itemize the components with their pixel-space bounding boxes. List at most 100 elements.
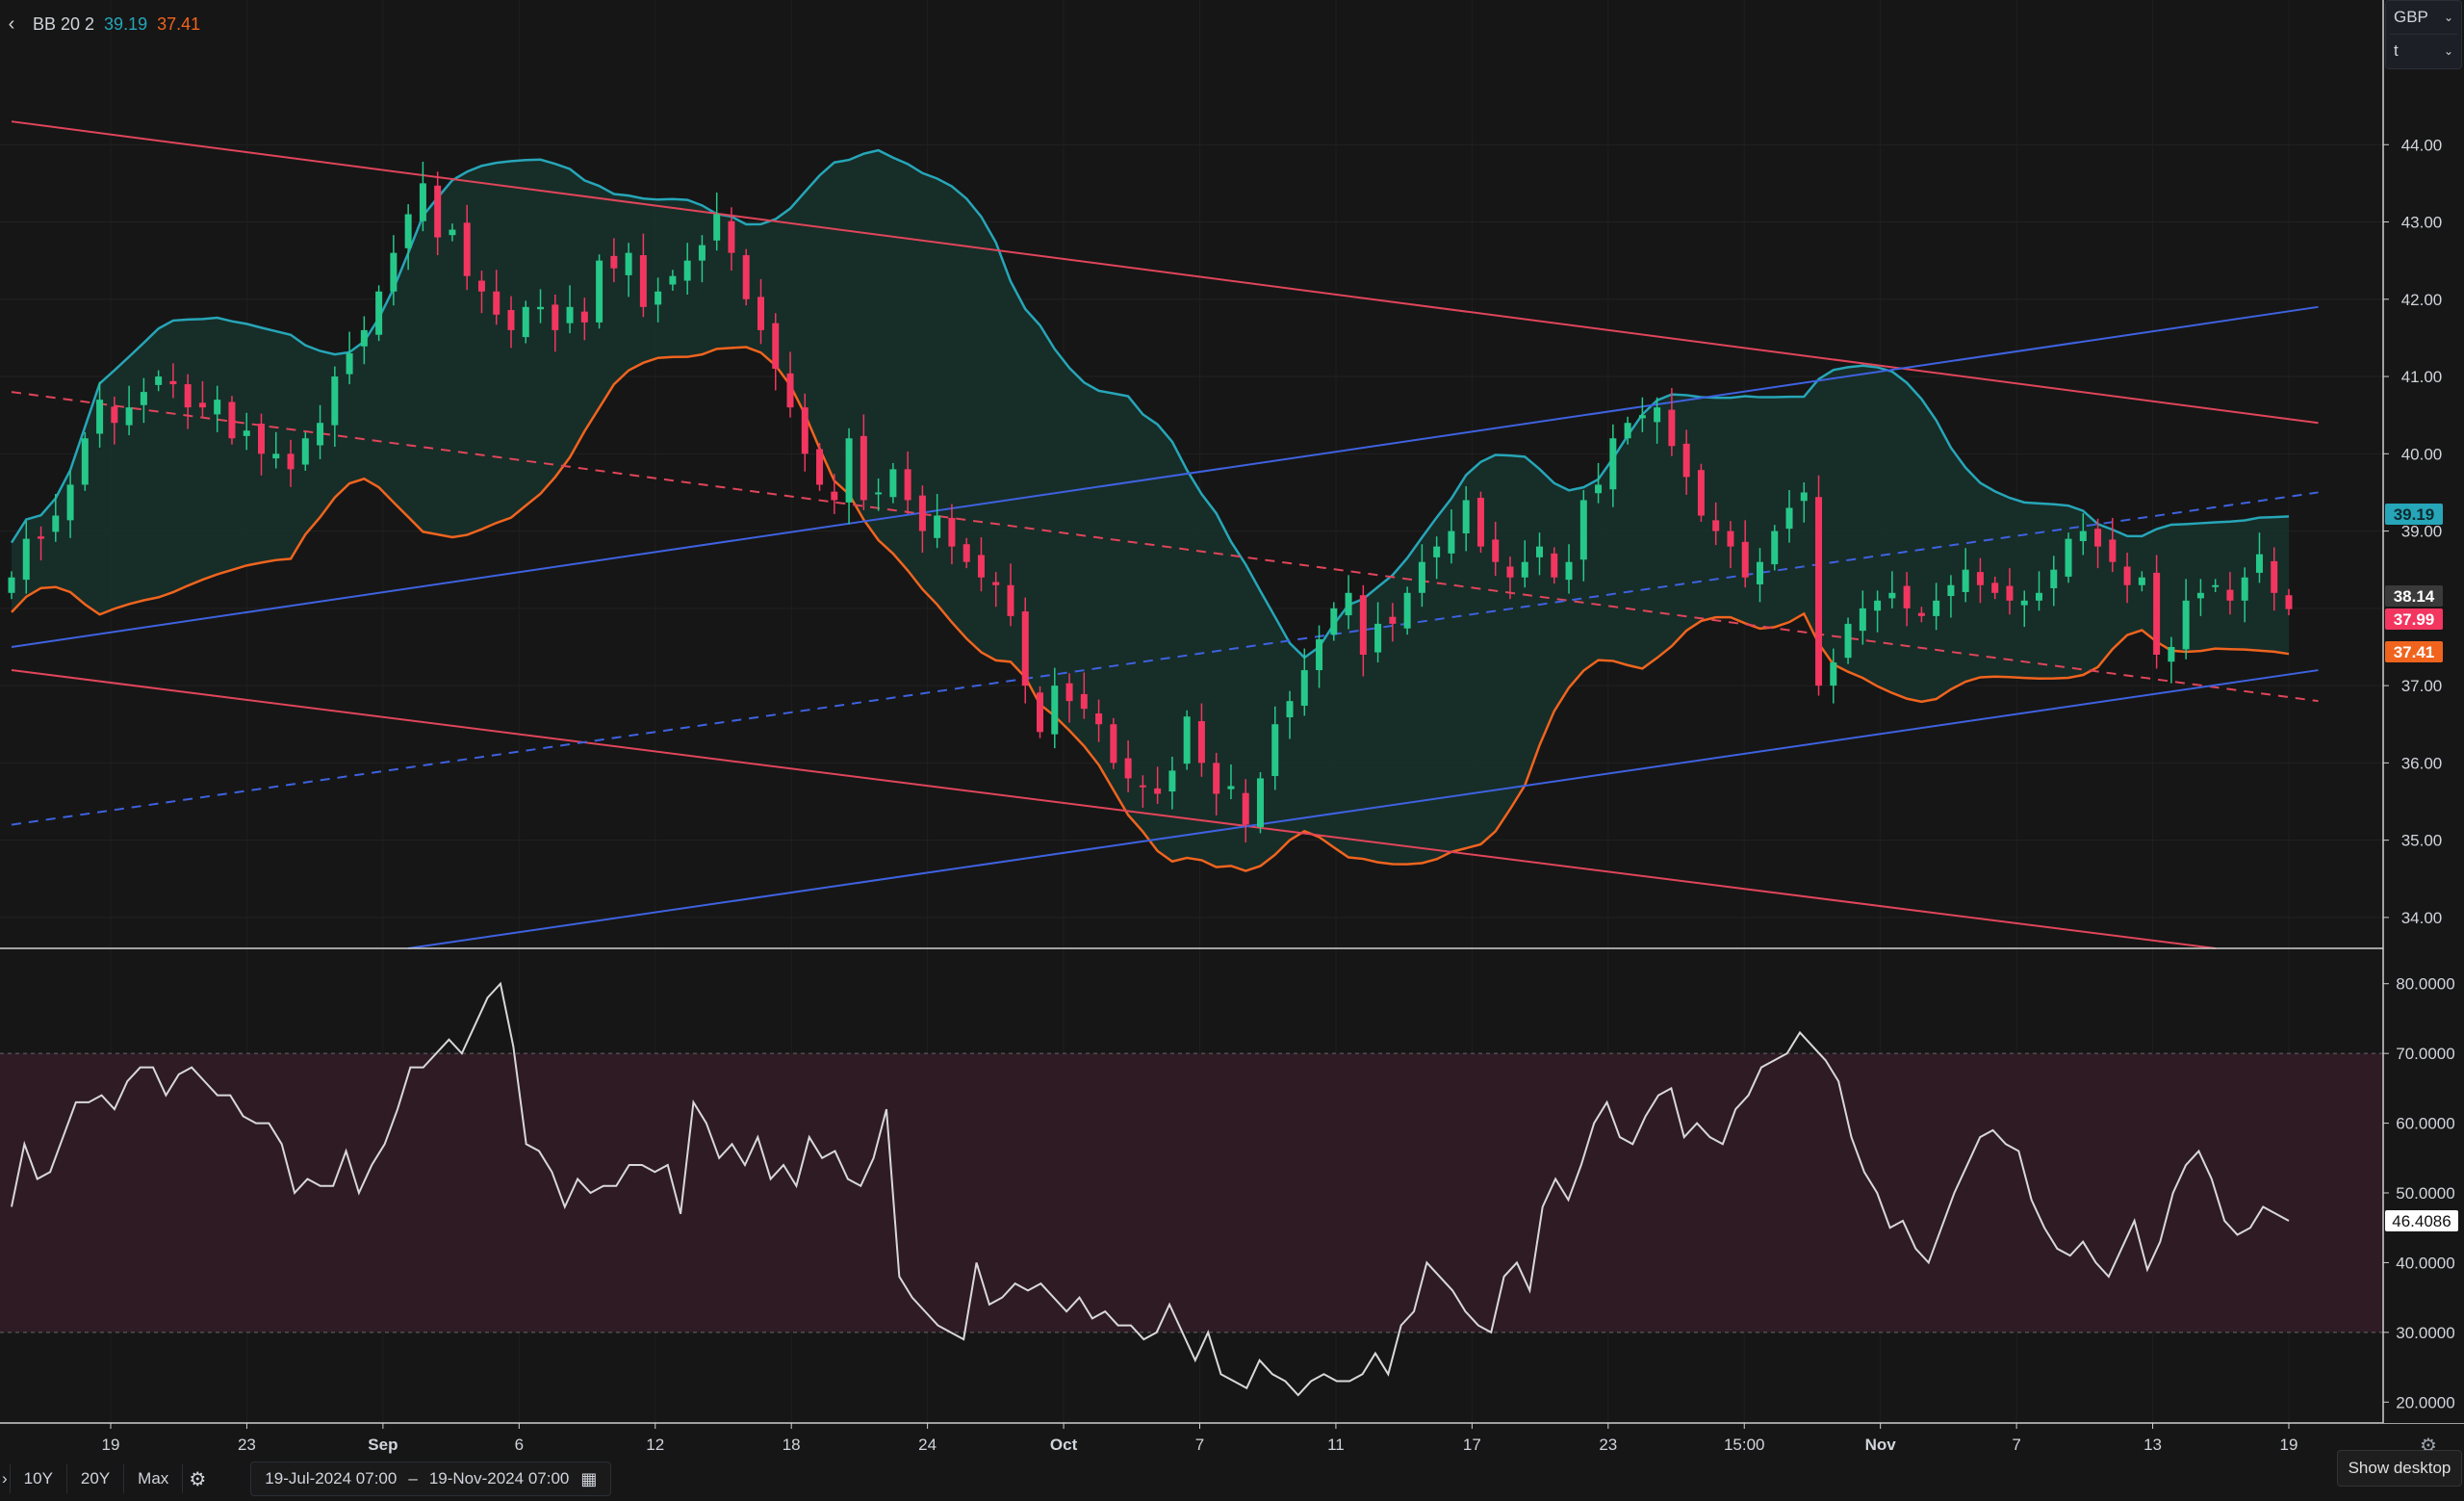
candle-up [683, 260, 691, 281]
bb-lower-value: 37.41 [157, 13, 201, 34]
price-label-text-last-close: 38.14 [2394, 587, 2435, 606]
settings-gear-icon[interactable]: ⚙ [189, 1468, 207, 1490]
rsi-tick-label: 50.0000 [2396, 1184, 2454, 1203]
candle-up [1859, 608, 1866, 632]
candle-up [317, 423, 324, 446]
calendar-icon[interactable]: ▦ [580, 1468, 598, 1488]
candle-up [81, 438, 89, 485]
price-label-last-price [2385, 608, 2443, 630]
candle-down [477, 280, 485, 292]
candle-up [1579, 500, 1587, 560]
candle-down [2271, 560, 2278, 593]
time-tick-label: 7 [1195, 1436, 1204, 1454]
candle-down [757, 297, 764, 330]
price-tick-label: 39.00 [2401, 523, 2443, 541]
candle-down [2123, 566, 2131, 585]
candle-down [1976, 572, 1984, 585]
range-button-partial[interactable]: › [0, 1464, 11, 1493]
unit-dropdown[interactable]: t ⌄ [2386, 35, 2461, 67]
price-label-text-bb-upper: 39.19 [2394, 505, 2435, 524]
candle-down [918, 495, 926, 531]
candle-up [2241, 577, 2248, 601]
chevron-down-icon: ⌄ [2443, 11, 2453, 24]
candle-up [1316, 638, 1323, 671]
price-label-last-close [2385, 585, 2443, 607]
rsi-tick-label: 40.0000 [2396, 1254, 2454, 1272]
candle-down [2226, 589, 2234, 601]
price-tick-label: 36.00 [2401, 754, 2443, 772]
candle-up [419, 183, 426, 221]
candle-down [992, 582, 1000, 585]
time-tick-label: 19 [102, 1436, 120, 1454]
currency-dropdown[interactable]: GBP ⌄ [2386, 1, 2461, 34]
candle-up [214, 400, 221, 415]
candle-up [390, 252, 398, 292]
candle-up [2212, 584, 2220, 587]
price-label-text-bb-lower: 37.41 [2394, 643, 2435, 661]
candle-up [22, 538, 30, 581]
candle-down [1139, 785, 1146, 788]
candle-up [2079, 531, 2087, 542]
candle-up [1874, 600, 1882, 611]
time-tick-label: 24 [918, 1436, 937, 1454]
rsi-tick-label: 60.0000 [2396, 1115, 2454, 1133]
price-tick-label: 41.00 [2401, 368, 2443, 386]
date-separator: – [408, 1469, 418, 1488]
candle-up [669, 275, 677, 285]
currency-selector[interactable]: GBP ⌄ t ⌄ [2385, 0, 2462, 69]
bb-indicator-name[interactable]: BB 20 2 [33, 13, 95, 34]
divider [2390, 34, 2457, 35]
candle-up [125, 407, 133, 426]
candle-up [8, 577, 15, 593]
candle-down [1476, 498, 1484, 547]
candle-down [2094, 529, 2102, 547]
candle-down [786, 373, 794, 408]
date-range-picker[interactable]: 19-Jul-2024 07:00 – 19-Nov-2024 07:00 ▦ [250, 1462, 612, 1496]
candle-down [580, 311, 588, 323]
candle-down [507, 310, 515, 330]
time-tick-label: 17 [1463, 1436, 1481, 1454]
range-button-10y[interactable]: 10Y [11, 1464, 67, 1493]
candle-up [1330, 608, 1338, 635]
range-button-max[interactable]: Max [124, 1464, 184, 1493]
candle-up [140, 392, 147, 405]
candle-down [1197, 721, 1205, 763]
candle-up [1565, 561, 1573, 581]
candle-down [1712, 520, 1720, 531]
candle-down [977, 555, 985, 578]
candle-up [713, 214, 721, 241]
candle-up [1462, 500, 1470, 533]
candle-down [1359, 595, 1367, 655]
bollinger-lower-line [11, 346, 2290, 872]
time-tick-label: 7 [2012, 1436, 2020, 1454]
candle-down [1492, 539, 1500, 562]
bollinger-band-fill [12, 150, 2289, 871]
chevron-down-icon: ⌄ [2443, 44, 2453, 58]
candle-up [2020, 600, 2028, 606]
candle-up [522, 306, 529, 338]
candle-down [962, 544, 970, 562]
candle-up [889, 469, 897, 498]
candle-up [845, 438, 853, 503]
candle-up [2065, 538, 2072, 577]
candle-up [1536, 546, 1544, 557]
channel-line-blue-solid [11, 305, 2319, 648]
candle-down [228, 401, 236, 439]
channel-line-red-dashed [11, 391, 2319, 703]
candle-down [493, 291, 500, 315]
candle-up [2050, 569, 2058, 588]
collapse-chevron-icon[interactable]: ‹ [8, 13, 15, 35]
candle-down [1110, 724, 1117, 763]
candle-down [1154, 788, 1162, 794]
candle-up [243, 430, 250, 436]
candle-down [772, 323, 780, 370]
bb-upper-value: 39.19 [104, 13, 148, 34]
candle-down [831, 491, 838, 501]
candle-up [96, 400, 104, 434]
candle-down [1037, 692, 1044, 733]
rsi-tick-label: 30.0000 [2396, 1324, 2454, 1342]
candle-down [904, 469, 911, 501]
range-button-20y[interactable]: 20Y [67, 1464, 125, 1493]
channel-line-red-solid [11, 120, 2319, 425]
